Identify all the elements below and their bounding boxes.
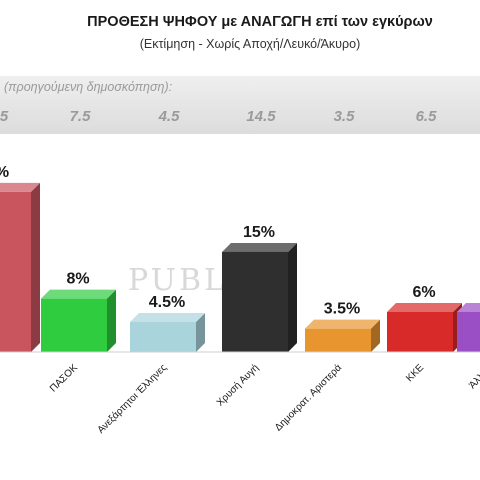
previous-value-label: 6.5: [416, 108, 438, 125]
bar: [222, 251, 288, 352]
category-label: Δημοκρατ. Αριστερά: [272, 361, 344, 433]
bar-value-label: %: [0, 164, 9, 181]
bar-value-label: 15%: [243, 224, 275, 241]
bar-side: [371, 319, 380, 352]
bar-value-label: 3.5%: [324, 301, 360, 318]
bar-top: [41, 289, 116, 299]
bars-layer: % 5 8% 7.5 ΠΑΣΟΚ 4.5% 4.5 Ανεξάρτητοι Έλληνες 15…: [0, 108, 480, 436]
category-label: ΚΚΕ: [404, 362, 426, 384]
bar-top: [457, 302, 480, 312]
bar-top: [130, 312, 205, 322]
previous-value-label: 3.5: [334, 108, 356, 125]
bar: [387, 311, 453, 352]
bar: [305, 328, 371, 352]
bar-top: [0, 182, 40, 192]
bar-value-label: 6%: [412, 284, 435, 301]
previous-poll-strip: [0, 76, 480, 134]
bar-top: [305, 319, 380, 329]
bar-side: [107, 289, 116, 352]
category-label: ΠΑΣΟΚ: [48, 362, 80, 394]
bar-top: [222, 242, 297, 252]
category-label: Χρυσή Αυγή: [214, 362, 261, 409]
chart-title: ΠΡΟΘΕΣΗ ΨΗΦΟΥ με ΑΝΑΓΩΓΗ επί των εγκύρων: [87, 14, 433, 30]
previous-value-label: 5: [0, 108, 9, 125]
bar-top: [387, 302, 462, 312]
previous-value-label: 4.5: [158, 108, 181, 125]
bar: [130, 321, 196, 352]
bar: [0, 191, 31, 352]
chart-subtitle: (Εκτίμηση - Χωρίς Αποχή/Λευκό/Άκυρο): [139, 37, 361, 51]
previous-value-label: 14.5: [246, 108, 276, 125]
bar-value-label: 8%: [66, 271, 89, 288]
bar-value-label: 4.5%: [149, 294, 185, 311]
bar: [457, 311, 480, 352]
bar-side: [31, 182, 40, 352]
bar-side: [288, 242, 297, 352]
bar: [41, 298, 107, 352]
category-label: Ανεξάρτητοι Έλληνες: [95, 362, 169, 436]
previous-value-label: 7.5: [70, 108, 92, 125]
bar-side: [196, 312, 205, 352]
previous-poll-caption: (προηγούμενη δημοσκόπηση):: [4, 80, 173, 94]
category-label: Άλλο κ: [467, 362, 480, 392]
